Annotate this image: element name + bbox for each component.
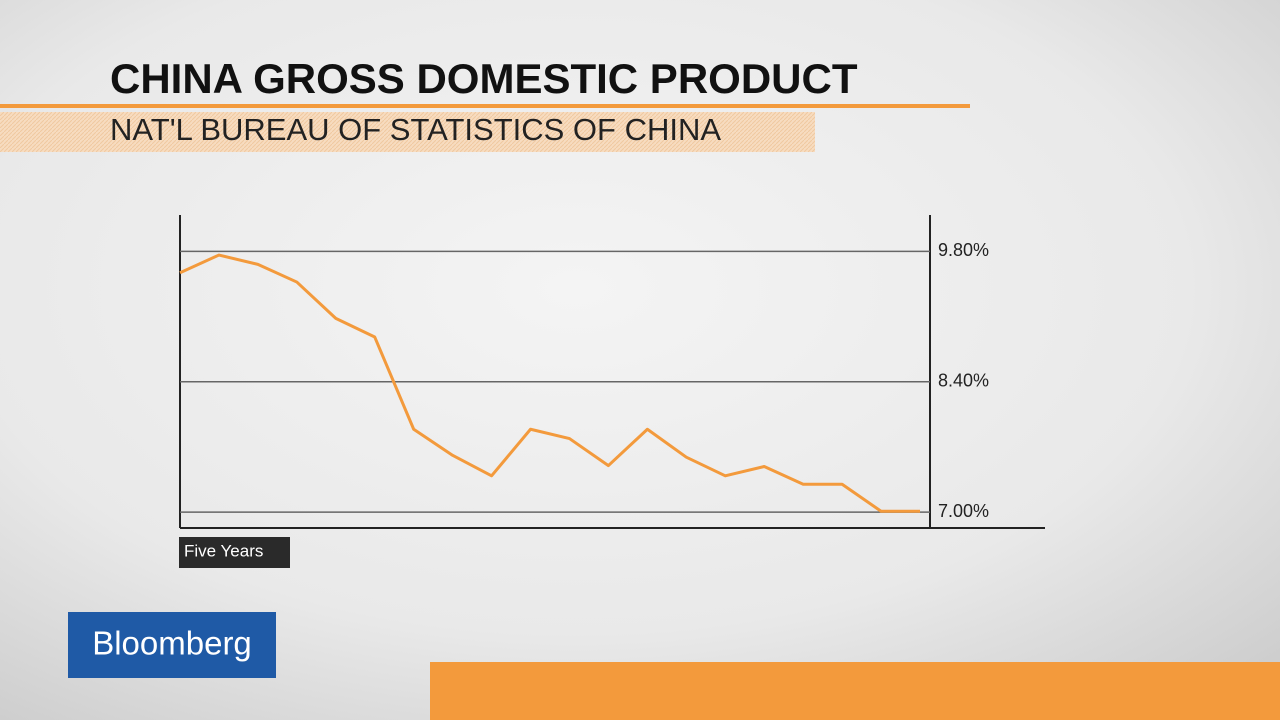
- x-label-box: [179, 537, 290, 568]
- logo: Bloomberg: [92, 625, 252, 662]
- y-tick-label: 9.80%: [938, 240, 989, 260]
- data-line: [179, 253, 920, 513]
- lower-bar: [430, 662, 1280, 720]
- y-tick-label: 7.00%: [938, 501, 989, 521]
- subtitle-band: [0, 112, 815, 152]
- logo-box: [68, 612, 276, 678]
- y-tick-label: 8.40%: [938, 370, 989, 390]
- x-label: Five Years: [184, 541, 263, 560]
- subtitle: NAT'L BUREAU OF STATISTICS OF CHINA: [110, 112, 721, 147]
- title: CHINA GROSS DOMESTIC PRODUCT: [110, 55, 858, 102]
